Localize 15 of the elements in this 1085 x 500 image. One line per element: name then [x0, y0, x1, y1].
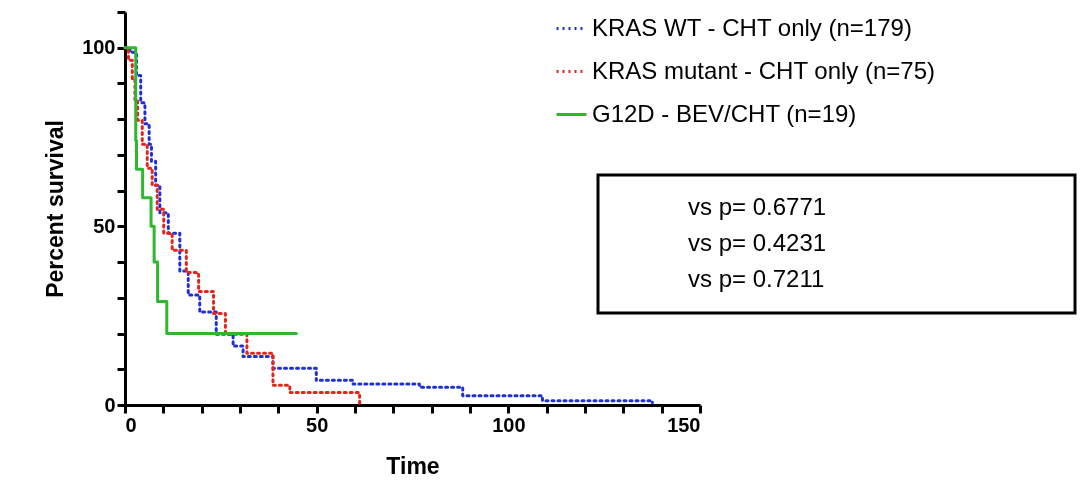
x-axis-title: Time: [386, 452, 440, 479]
legend-label: G12D - BEV/CHT (n=19): [592, 99, 857, 127]
legend-label: KRAS mutant - CHT only (n=75): [592, 56, 936, 84]
annotation: vs p= 0.6771: [688, 193, 827, 220]
x-tick-label: 100: [492, 413, 526, 436]
x-tick-label: 0: [125, 413, 137, 436]
x-tick-label: 150: [667, 413, 701, 436]
x-tick-label: 50: [306, 413, 329, 436]
y-tick-label: 100: [82, 36, 116, 59]
annotation: vs p= 0.7211: [688, 265, 825, 292]
y-tick-label: 0: [104, 393, 116, 416]
y-tick-label: 50: [93, 214, 116, 237]
y-axis-title: Percent survival: [42, 120, 69, 298]
annotation: vs p= 0.4231: [688, 229, 827, 256]
legend-label: KRAS WT - CHT only (n=179): [592, 13, 912, 41]
